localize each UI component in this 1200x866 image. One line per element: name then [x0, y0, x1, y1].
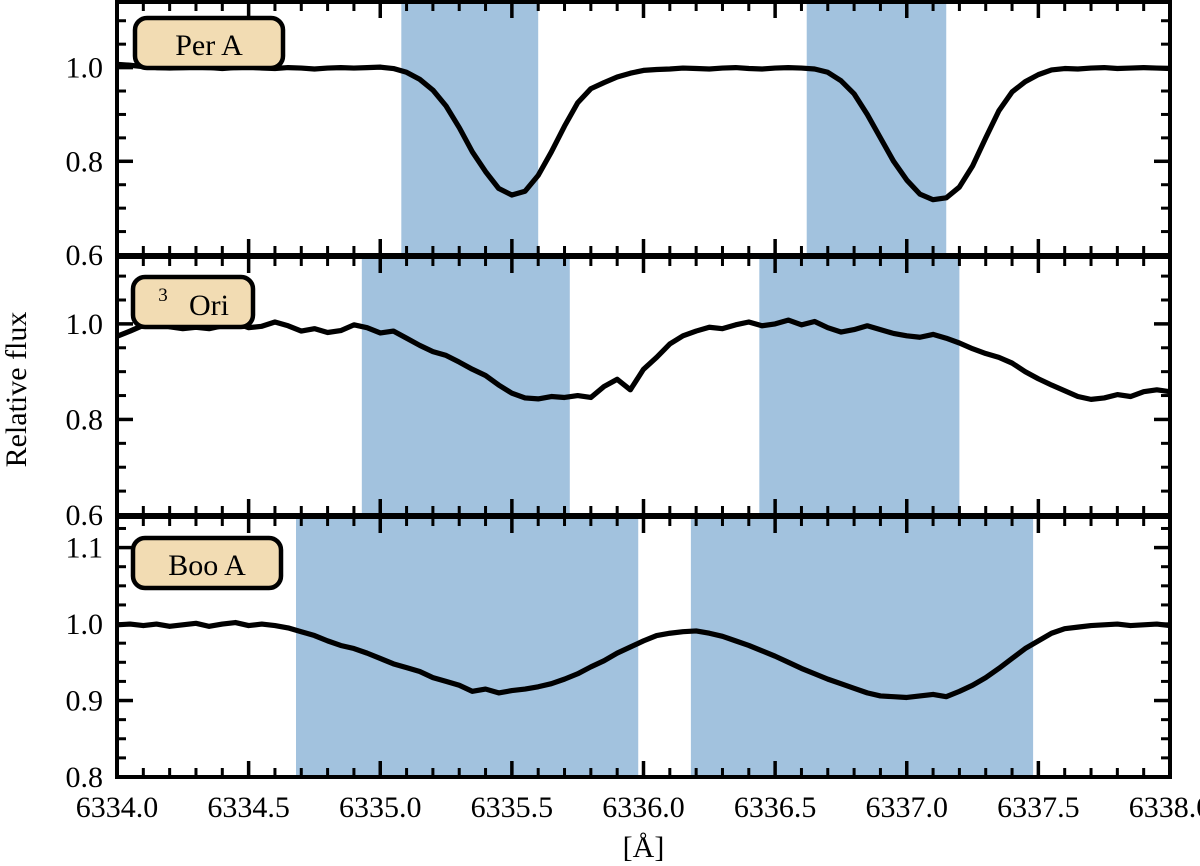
- x-tick-label: 6336.5: [734, 791, 817, 824]
- y-tick-label: 1.0: [66, 52, 104, 85]
- panel-background-pi3-ori: [117, 257, 1170, 515]
- y-ticks-xi-boo-a: [117, 526, 1170, 760]
- panel-background-per-a: [117, 2, 1170, 255]
- spectrum-line-xi-boo-a: [117, 619, 1170, 701]
- panel-label-box-xi-boo-a: [130, 535, 284, 591]
- spectrum-line-per-a: [117, 61, 1170, 203]
- y-tick-label: 0.9: [66, 685, 104, 718]
- y-tick-label: 0.8: [66, 145, 104, 178]
- x-ticks-xi-boo-a: [115, 517, 1172, 777]
- panel-label-xi-boo-a: Boo A: [130, 535, 284, 591]
- x-tick-label: 6334.5: [207, 791, 290, 824]
- shaded-band-pi3-ori-2: [759, 257, 960, 515]
- shaded-bands-per-a: [401, 2, 947, 255]
- x-tick-label: 6335.0: [339, 791, 422, 824]
- panel-label-text-per-a: Per A: [175, 29, 243, 62]
- y-tick-label: 1.0: [66, 608, 104, 641]
- x-tick-label: 6334.0: [76, 791, 159, 824]
- y-tick-label: 0.6: [66, 239, 104, 272]
- panel-xi-boo-a: 0.8 0.9 1.0 1.1: [66, 515, 1172, 794]
- x-tick-label: 6337.5: [997, 791, 1080, 824]
- shaded-band-xi-boo-a-2: [690, 517, 1034, 777]
- x-tick-label: 6335.5: [471, 791, 554, 824]
- panel-label-text-xi-boo-a: Boo A: [168, 549, 246, 582]
- x-ticks-per-a: [115, 2, 1172, 255]
- panel-label-box-per-a: [132, 15, 286, 71]
- panel-pi3-ori: 0.6 0.8 1.0: [66, 255, 1172, 532]
- spectrum-line-pi3-ori: [117, 317, 1170, 402]
- y-tick-label: 0.6: [66, 499, 104, 532]
- x-tick-label: 6337.0: [866, 791, 949, 824]
- y-tick-label: 0.8: [66, 761, 104, 794]
- shaded-band-pi3-ori-1: [361, 257, 570, 515]
- panel-label-pi3-ori: 3 Ori: [130, 274, 256, 330]
- y-tick-label: 0.8: [66, 403, 104, 436]
- y-tick-label: 1.1: [66, 532, 104, 565]
- y-tick-label: 1.0: [66, 308, 104, 341]
- shaded-bands-pi3-ori: [361, 257, 960, 515]
- panel-label-text-pi3-ori: Ori: [189, 289, 229, 322]
- panel-label-superscript-pi3-ori: 3: [158, 285, 168, 306]
- x-tick-label: 6338.0: [1129, 791, 1200, 824]
- x-tick-labels: 6334.0 6334.5 6335.0 6335.5 6336.0 6336.5 6337…: [76, 791, 1200, 824]
- panel-label-per-a: Per A: [132, 15, 286, 71]
- panel-label-box-pi3-ori: [130, 274, 256, 330]
- y-ticks-pi3-ori: [117, 274, 1170, 517]
- x-axis-title: [Å]: [623, 831, 665, 864]
- x-ticks-pi3-ori: [115, 257, 1172, 515]
- x-tick-label: 6336.0: [602, 791, 685, 824]
- shaded-band-per-a-1: [401, 2, 539, 255]
- y-axis-title: Relative flux: [0, 312, 33, 468]
